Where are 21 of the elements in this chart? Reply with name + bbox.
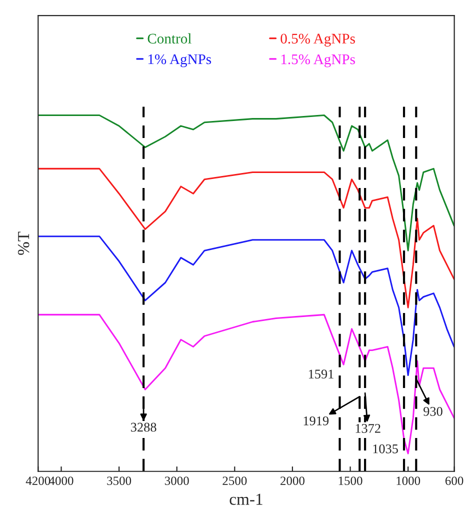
x-tick-label: 2500 bbox=[222, 476, 247, 486]
y-axis-title: %T bbox=[18, 232, 30, 255]
x-tick-label: 3500 bbox=[107, 476, 132, 486]
x-tick-label: 1000 bbox=[396, 476, 420, 486]
annotation: 1919 bbox=[304, 416, 329, 426]
x-axis-title: cm-1 bbox=[230, 494, 262, 505]
legend-label: Control bbox=[148, 33, 192, 44]
x-tick-label: 4000 bbox=[48, 476, 74, 486]
legend-label: 1.5% AgNPs bbox=[281, 54, 355, 68]
annotation: 1035 bbox=[373, 444, 398, 454]
x-tick-label: 600 bbox=[445, 476, 464, 486]
annotation: 930 bbox=[424, 406, 442, 416]
x-tick-label: 2000 bbox=[280, 476, 304, 486]
x-tick-label: 1500 bbox=[338, 476, 362, 486]
x-tick-label: 4200 bbox=[26, 476, 50, 486]
legend-label: 0.5% AgNPs bbox=[280, 34, 355, 47]
annotation: 1591 bbox=[308, 370, 334, 379]
annotation: 1372 bbox=[356, 424, 380, 433]
x-tick-label: 3000 bbox=[164, 476, 189, 486]
annotation: 3288 bbox=[130, 422, 156, 432]
legend-label: 1% AgNPs bbox=[148, 54, 212, 68]
